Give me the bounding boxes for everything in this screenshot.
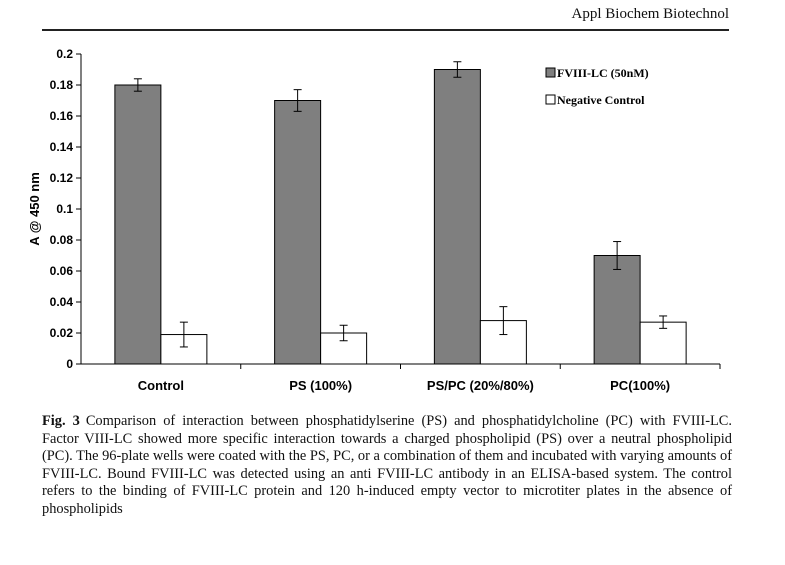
y-tick-label: 0.08 (50, 233, 74, 247)
bar-fviii-lc (274, 100, 322, 365)
figure-label: Fig. 3 (42, 413, 80, 429)
bar-chart: 0 0.02 0.04 0.06 0.08 0.1 0.12 0.14 0.16 0.18 0.2 A… (27, 47, 721, 393)
y-tick-label: 0.02 (50, 326, 74, 340)
bar-fviii-lc (593, 255, 641, 365)
y-tick-label: 0.14 (50, 140, 74, 154)
caption-text: Comparison of interaction between phosph… (42, 413, 732, 517)
bar-negative-control (639, 321, 687, 365)
x-category-label: PC(100%) (610, 378, 670, 393)
legend-label: FVIII-LC (50nM) (557, 66, 649, 80)
y-tick-label: 0.18 (50, 78, 74, 92)
figure-caption: Fig. 3 Comparison of interaction between … (42, 413, 732, 519)
y-tick-label: 0.16 (50, 109, 74, 123)
x-category-label: PS/PC (20%/80%) (427, 378, 534, 393)
y-tick-label: 0.04 (50, 295, 74, 309)
x-category-label: PS (100%) (289, 378, 352, 393)
header-rule (42, 29, 729, 31)
bar-fviii-lc (433, 69, 481, 365)
legend-label: Negative Control (557, 93, 645, 107)
running-head: Appl Biochem Biotechnol (571, 6, 729, 22)
y-axis-title: A @ 450 nm (27, 172, 42, 246)
bar-fviii-lc (114, 84, 162, 365)
x-category-label: Control (138, 378, 184, 393)
legend-swatch (545, 67, 556, 78)
y-tick-label: 0 (66, 357, 73, 371)
y-tick-label: 0.06 (50, 264, 74, 278)
y-tick-label: 0.2 (56, 47, 73, 61)
y-tick-label: 0.1 (56, 202, 73, 216)
legend-swatch (545, 94, 556, 105)
y-tick-label: 0.12 (50, 171, 74, 185)
